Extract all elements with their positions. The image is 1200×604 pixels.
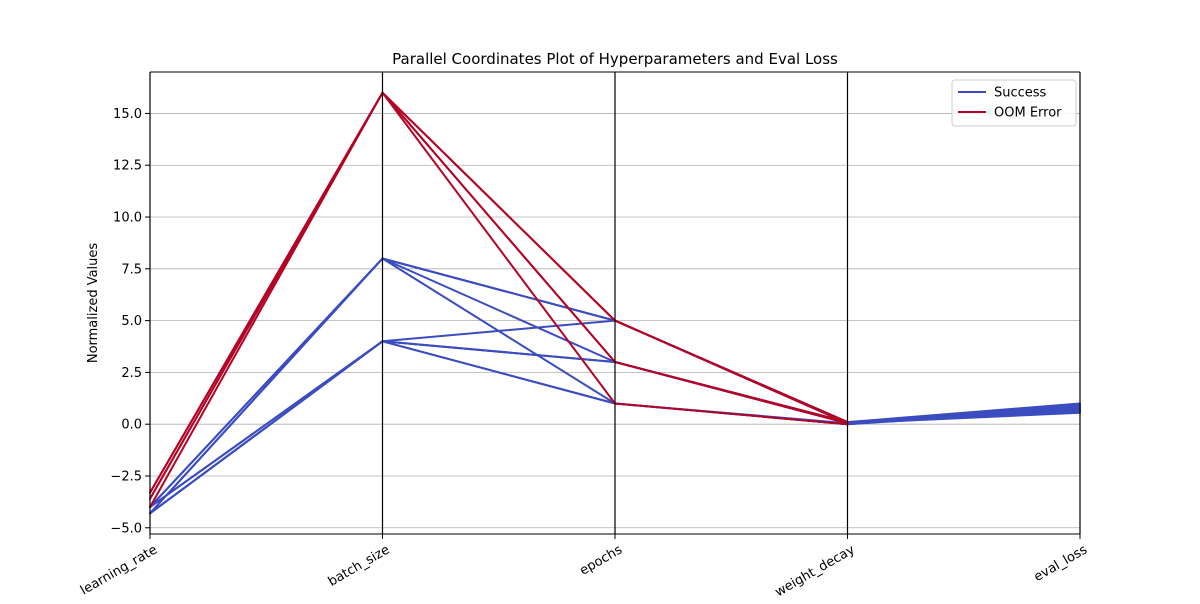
series-line [149,91,849,500]
series-line [149,91,849,509]
y-tick-label: −5.0 [110,521,142,536]
y-tick-label: 0.0 [121,418,142,433]
legend: Success OOM Error [951,79,1077,127]
y-tick-label: 7.5 [121,262,142,277]
x-tick-label: batch_size [326,542,393,589]
y-tick-label: 10.0 [113,211,142,226]
y-tick-label: −2.5 [110,469,142,484]
y-tick-label: 15.0 [113,107,142,122]
chart-title: Parallel Coordinates Plot of Hyperparame… [392,50,838,68]
legend-label: Success [994,86,1047,101]
y-tick-label: 5.0 [121,314,142,329]
x-tick-label: epochs [577,542,625,578]
y-tick-label: 2.5 [121,366,142,381]
series-line [149,91,849,500]
x-tick-label: learning_rate [78,542,160,598]
legend-label: OOM Error [994,106,1062,121]
y-axis-label: Normalized Values [86,243,101,364]
y-tick-label: 12.5 [113,159,142,174]
x-tick-label: eval_loss [1031,542,1090,585]
x-tick-label: weight_decay [773,542,858,600]
series-line [149,91,849,494]
axes-layer [149,71,1081,535]
